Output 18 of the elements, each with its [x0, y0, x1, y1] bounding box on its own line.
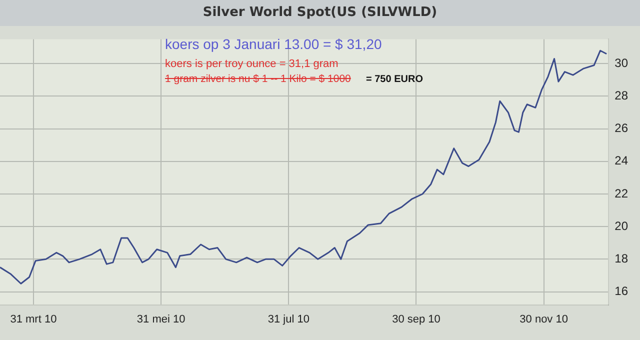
annotation: koers op 3 Januari 13.00 = $ 31,20	[165, 36, 382, 52]
y-tick-label: 18	[614, 251, 628, 266]
y-tick-label: 28	[614, 88, 628, 103]
annotation: 1 gram zilver is nu $ 1 -- 1 Kilo = $ 1000	[165, 73, 351, 85]
x-tick-label: 31 mrt 10	[10, 313, 57, 326]
x-tick-label: 31 jul 10	[268, 313, 310, 326]
y-tick-label: 26	[614, 121, 628, 136]
y-tick-label: 30	[614, 56, 628, 70]
y-tick-label: 20	[614, 218, 628, 233]
y-tick-label: 24	[614, 154, 628, 168]
chart-title: Silver World Spot(US (SILVWLD)	[0, 0, 640, 26]
x-tick-label: 30 sep 10	[392, 313, 440, 326]
y-tick-label: 22	[614, 186, 628, 200]
annotation: koers is per troy ounce = 31,1 gram	[165, 58, 338, 70]
annotation: = 750 EURO	[366, 74, 423, 85]
y-tick-label: 16	[614, 284, 628, 298]
x-tick-label: 31 mei 10	[136, 313, 186, 326]
x-tick-label: 30 nov 10	[520, 313, 568, 326]
